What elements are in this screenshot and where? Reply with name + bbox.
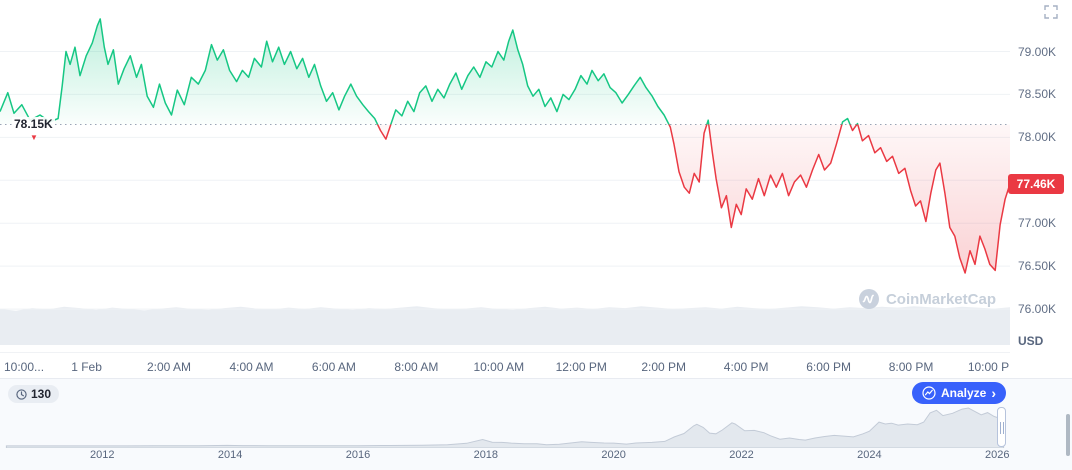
time-tick-label: 1 Feb — [71, 360, 102, 374]
chevron-right-icon: › — [991, 385, 996, 401]
price-tick-label: 78.00K — [1018, 130, 1057, 145]
price-tick-label: 76.00K — [1018, 302, 1057, 317]
time-tick-label: 10:00... — [4, 360, 45, 374]
time-tick-label: 8:00 AM — [394, 360, 439, 374]
events-count: 130 — [31, 387, 52, 401]
price-axis: 77.46K USD 79.00K78.50K78.00K77.50K77.00… — [1008, 0, 1072, 378]
expand-icon[interactable] — [1042, 4, 1060, 22]
price-tick-label: 79.00K — [1018, 44, 1057, 59]
time-tick-label: 2:00 PM — [641, 360, 687, 374]
time-tick-label: 6:00 PM — [806, 360, 851, 374]
year-tick-label: 2020 — [601, 449, 626, 461]
price-tick-label: 77.00K — [1018, 216, 1057, 231]
year-tick-label: 2026 — [984, 449, 1010, 461]
time-tick-label: 2:00 AM — [147, 360, 192, 374]
all-time-mini-chart[interactable] — [0, 406, 1010, 448]
current-price-badge: 77.46K — [1008, 173, 1064, 194]
price-tick-label: 78.50K — [1018, 87, 1057, 102]
cmc-logo-icon — [858, 289, 879, 309]
watermark-text: CoinMarketCap — [885, 290, 996, 308]
range-selector[interactable] — [0, 406, 1010, 448]
main-chart[interactable]: 78.15K ▼ CoinMarketCap 10:00... 1 Feb 2:00… — [0, 0, 1019, 379]
timeline-panel: 130 Analyze › 2012 2014 2016 2018 2020 2022 20… — [0, 379, 1072, 470]
time-tick-label: 10:00 AM — [473, 360, 525, 374]
scrollbar[interactable] — [1066, 414, 1070, 456]
year-tick-label: 2012 — [90, 449, 115, 461]
analyze-icon — [922, 386, 936, 400]
baseline-price-label: 78.15K — [12, 116, 55, 131]
time-tick-label: 8:00 PM — [888, 360, 934, 374]
currency-label: USD — [1018, 334, 1044, 348]
year-axis: 2012 2014 2016 2018 2020 2022 2024 2026 — [0, 449, 1010, 465]
year-tick-label: 2016 — [345, 449, 371, 461]
year-tick-label: 2024 — [857, 449, 882, 461]
year-tick-label: 2022 — [729, 449, 754, 461]
events-count-button[interactable]: 130 — [8, 385, 60, 403]
time-tick-label: 4:00 AM — [229, 360, 274, 374]
analyze-label: Analyze — [940, 386, 987, 400]
history-clock-icon — [16, 388, 27, 400]
year-tick-label: 2014 — [217, 449, 243, 461]
watermark: CoinMarketCap — [858, 288, 996, 310]
time-axis: 10:00... 1 Feb 2:00 AM 4:00 AM 6:00 AM 8:00 A… — [0, 352, 1019, 379]
time-tick-label: 12:00 PM — [555, 360, 607, 374]
price-down-triangle-icon: ▼ — [30, 132, 38, 142]
price-area-chart[interactable] — [0, 0, 1010, 352]
panel-divider — [0, 378, 1072, 379]
time-tick-label: 6:00 AM — [311, 360, 356, 374]
range-handle[interactable] — [997, 407, 1006, 447]
time-tick-label: 4:00 PM — [723, 360, 769, 374]
analyze-button[interactable]: Analyze › — [911, 382, 1006, 404]
price-tick-label: 76.50K — [1018, 259, 1057, 274]
year-tick-label: 2018 — [473, 449, 499, 461]
time-tick-label: 10:00 PM — [967, 360, 1020, 374]
